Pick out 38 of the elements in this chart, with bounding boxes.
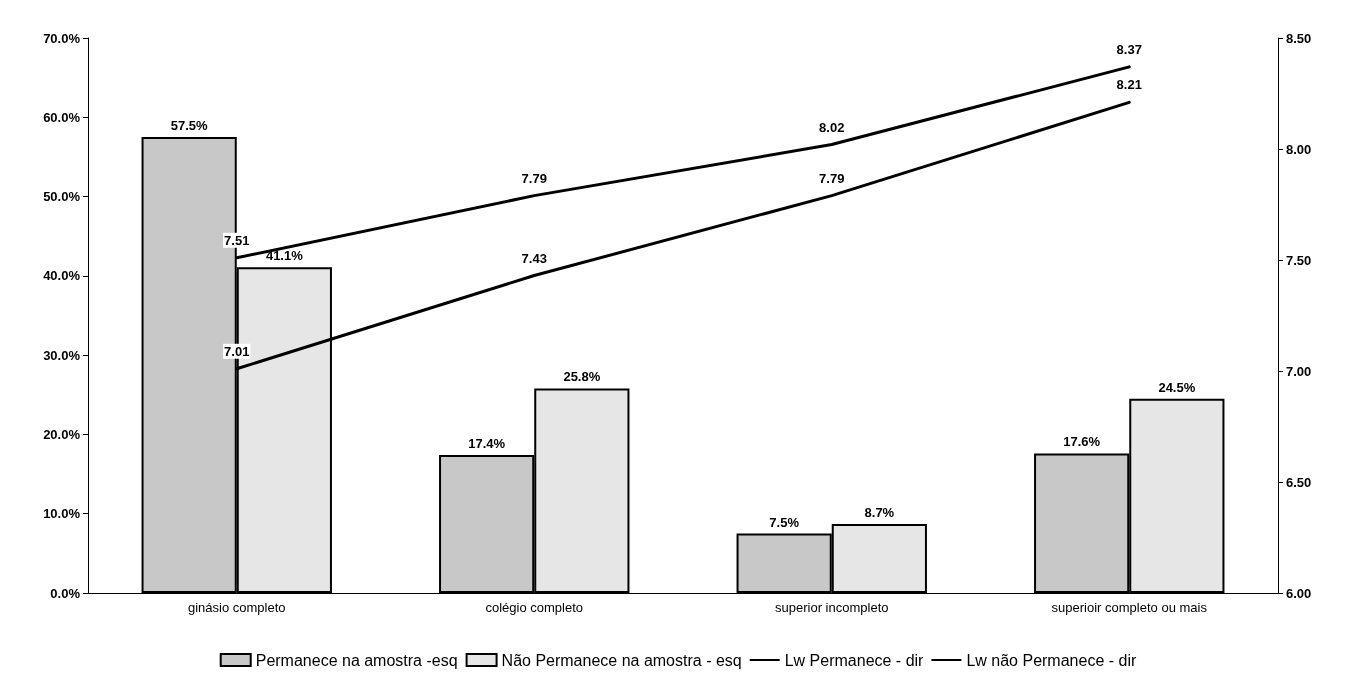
data-label: 7.79 <box>819 170 845 186</box>
x-tick-label: colégio completo <box>485 600 584 615</box>
legend-label: Não Permanece na amostra - esq <box>501 651 742 669</box>
x-tick-label: superioir completo ou mais <box>1051 600 1208 615</box>
legend-label: Lw Permanece - dir <box>784 651 925 669</box>
data-label: 24.5% <box>1158 379 1196 395</box>
data-label: 7.51 <box>224 232 250 248</box>
y-tick-label: 10.0% <box>43 506 81 522</box>
legend-label: Lw não Permanece - dir <box>966 651 1137 669</box>
y2-tick-label: 7.00 <box>1286 363 1312 379</box>
data-label: 8.02 <box>819 119 845 135</box>
data-label: 25.8% <box>563 369 601 385</box>
y2-tick-label: 8.00 <box>1286 141 1312 157</box>
data-label: 8.37 <box>1116 41 1142 57</box>
y-tick-label: 20.0% <box>43 426 81 442</box>
y-tick-label: 30.0% <box>43 347 81 363</box>
data-label: 17.6% <box>1063 434 1101 450</box>
x-tick-label: superior incompleto <box>775 600 889 615</box>
y-tick-label: 60.0% <box>43 109 81 125</box>
data-label: 8.7% <box>864 505 895 521</box>
data-label: 7.79 <box>521 170 547 186</box>
y2-tick-label: 6.00 <box>1286 585 1312 601</box>
y-tick-label: 40.0% <box>43 268 81 284</box>
data-label: 7.01 <box>224 343 250 359</box>
y-tick-label: 0.0% <box>50 585 81 601</box>
x-tick-label: ginásio completo <box>187 600 286 615</box>
data-label: 7.5% <box>769 514 800 530</box>
y2-tick-label: 8.50 <box>1286 30 1312 46</box>
data-label: 57.5% <box>170 118 209 134</box>
data-label: 41.1% <box>265 248 304 264</box>
data-label: 17.4% <box>468 436 506 452</box>
data-label: 7.43 <box>521 250 547 266</box>
data-label: 8.21 <box>1116 77 1142 93</box>
y-tick-label: 70.0% <box>43 30 81 46</box>
y2-tick-label: 7.50 <box>1286 252 1312 268</box>
y-tick-label: 50.0% <box>43 189 81 205</box>
y2-tick-label: 6.50 <box>1286 474 1312 490</box>
legend-label: Permanece na amostra -esq <box>255 651 458 669</box>
